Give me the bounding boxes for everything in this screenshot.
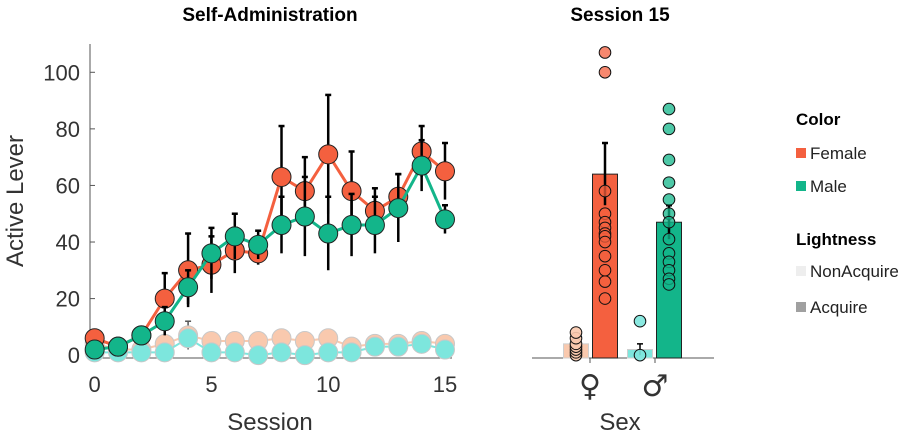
data-point: [131, 325, 152, 346]
line-chart-x-label: Session: [227, 409, 312, 435]
data-point: [294, 206, 315, 227]
data-point: [318, 342, 339, 363]
data-point: [271, 342, 292, 363]
legend-swatch-female: [796, 148, 806, 158]
data-point: [248, 234, 269, 255]
session-15-panel: Session 15 ♀ ♂ Sex: [532, 5, 714, 435]
bar-chart-categories: ♀ ♂: [579, 358, 668, 404]
legend-label-female: Female: [810, 144, 867, 163]
data-point: [224, 342, 245, 363]
y-tick-label: 0: [68, 343, 80, 368]
y-tick-label: 60: [56, 173, 80, 198]
legend-swatch-male: [796, 181, 806, 191]
data-point: [201, 342, 222, 363]
legend-label-acquire: Acquire: [810, 298, 868, 317]
series-line: [94, 334, 446, 351]
data-point: [662, 215, 676, 229]
line-chart-series: [84, 93, 455, 366]
data-point: [178, 277, 199, 298]
series-line: [94, 337, 446, 357]
data-point: [341, 342, 362, 363]
x-tick-label: 10: [316, 372, 340, 397]
data-point: [131, 342, 152, 363]
legend-label-nonacquire: NonAcquire: [810, 262, 899, 281]
data-point: [108, 336, 129, 357]
data-point: [598, 275, 612, 288]
bar-female-nonacquire: [563, 326, 589, 362]
data-point: [598, 65, 612, 79]
data-point: [598, 292, 612, 305]
self-administration-panel: Self-Administration 0 20 40 60 80 100 0 5 10 15 S…: [2, 5, 457, 435]
bar-chart-title: Session 15: [570, 5, 670, 26]
line-chart-y-label: Active Lever: [2, 135, 29, 267]
data-point: [411, 333, 432, 354]
data-point: [662, 153, 676, 167]
data-point: [598, 235, 612, 249]
data-point: [271, 166, 292, 187]
y-tick-label: 40: [56, 230, 80, 255]
x-tick-label: 15: [433, 372, 457, 397]
x-tick-label: 0: [89, 372, 101, 397]
data-point: [388, 336, 409, 357]
data-point: [662, 232, 676, 246]
legend-swatch-nonacquire: [796, 266, 806, 276]
data-point: [364, 215, 385, 236]
data-point: [341, 215, 362, 236]
data-point: [411, 155, 432, 176]
data-point: [598, 46, 612, 59]
data-point: [248, 345, 269, 366]
legend-swatch-acquire: [796, 302, 806, 312]
data-point: [598, 264, 612, 277]
data-point: [662, 193, 676, 206]
data-point: [154, 342, 175, 363]
series-male-nonacquire: [84, 328, 455, 366]
data-point: [364, 336, 385, 357]
data-point: [598, 184, 612, 198]
series-line: [94, 162, 447, 352]
category-label: ♀: [579, 369, 601, 404]
data-point: [271, 215, 292, 236]
legend-color-title: Color: [796, 110, 841, 129]
line-chart-ticks: 0 20 40 60 80 100 0 5 10 15: [43, 60, 457, 397]
data-point: [633, 348, 647, 362]
data-point: [318, 144, 339, 165]
series-line: [94, 149, 446, 349]
line-chart-title: Self-Administration: [182, 5, 357, 26]
legend-label-male: Male: [810, 177, 847, 196]
data-point: [434, 209, 455, 230]
bar-chart-bars: [563, 46, 682, 362]
data-point: [178, 328, 199, 349]
data-point: [569, 326, 583, 339]
category-label: ♂: [642, 369, 669, 404]
bar-female-acquire: [592, 46, 618, 359]
legend: Color Female Male Lightness NonAcquire A…: [796, 110, 899, 317]
data-point: [662, 102, 676, 116]
data-point: [598, 249, 612, 263]
data-point: [318, 223, 339, 244]
data-point: [662, 176, 676, 189]
data-point: [662, 122, 676, 136]
data-point: [294, 345, 315, 366]
y-tick-label: 80: [56, 117, 80, 142]
data-point: [84, 339, 105, 360]
series-male-acquire: [84, 138, 455, 360]
data-point: [434, 339, 455, 360]
data-point: [154, 311, 175, 332]
bar-male-nonacquire: [627, 314, 653, 362]
data-point: [633, 314, 647, 328]
data-point: [434, 161, 455, 182]
data-point: [201, 243, 222, 264]
legend-lightness-title: Lightness: [796, 230, 876, 249]
data-point: [388, 198, 409, 219]
data-point: [662, 278, 676, 291]
y-tick-label: 20: [56, 287, 80, 312]
y-tick-label: 100: [43, 60, 80, 85]
bar-chart-x-label: Sex: [599, 409, 640, 435]
x-tick-label: 5: [205, 372, 217, 397]
bar-male-acquire: [656, 102, 682, 359]
data-point: [224, 226, 245, 247]
data-point: [154, 288, 175, 309]
